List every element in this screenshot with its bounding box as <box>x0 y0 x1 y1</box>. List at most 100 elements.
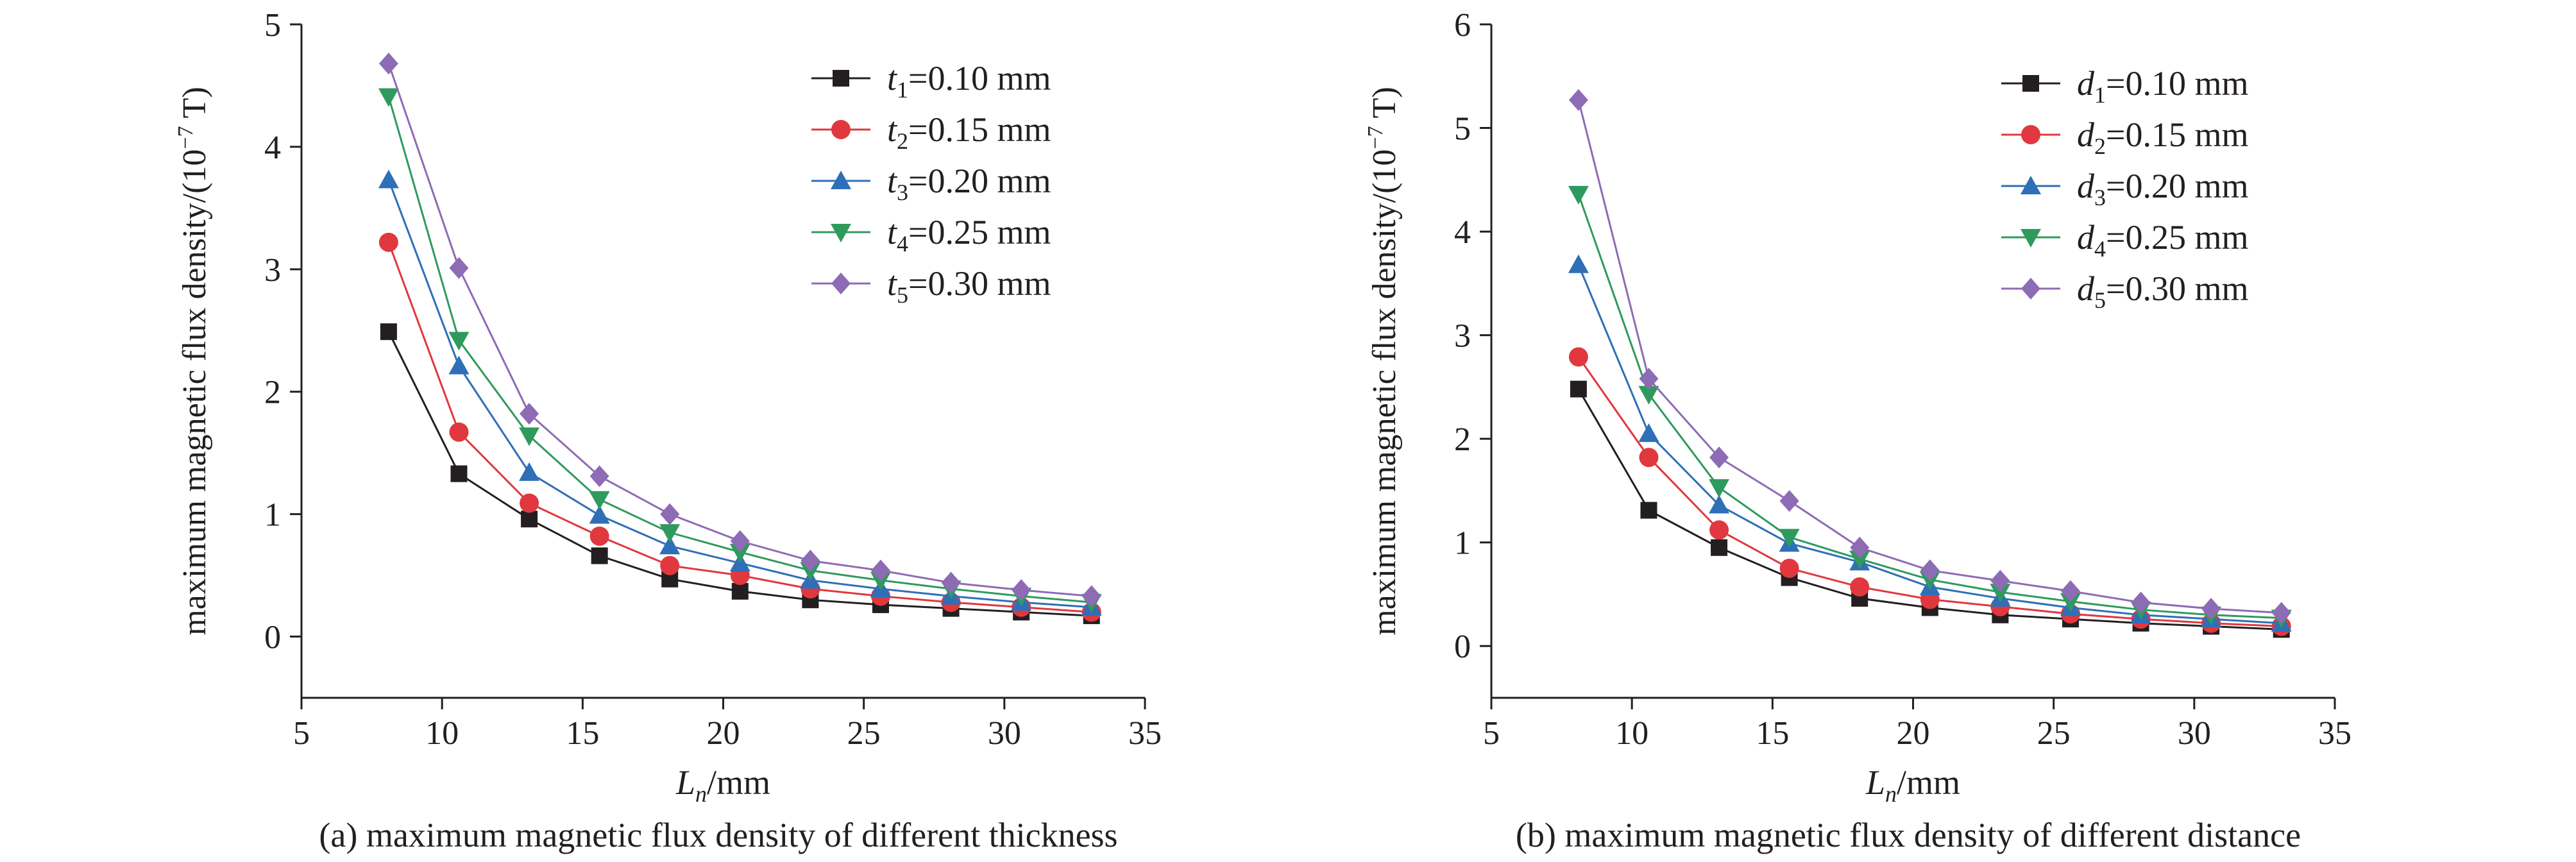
series-2-point <box>1779 559 1799 579</box>
figure-caption: (b) maximum magnetic flux density of dif… <box>1516 816 2301 854</box>
y-axis-label: maximum magnetic flux density/(10−7 T) <box>1364 87 1403 636</box>
series-4-point <box>1990 584 2011 603</box>
series-3-point <box>589 505 610 524</box>
legend-label: t2=0.15 mm <box>887 110 1051 154</box>
series-3-point <box>448 355 470 375</box>
legend-label-var: d <box>2077 115 2095 154</box>
series-5-point <box>1990 570 2010 592</box>
series-3-point <box>519 462 540 481</box>
x-axis-label-main: L <box>675 763 695 802</box>
series-3-point <box>1568 254 1589 273</box>
legend-swatch-marker <box>2021 125 2040 144</box>
series-5-point <box>1850 536 1870 559</box>
series-4-point <box>589 491 610 510</box>
y-axis-label-main: maximum magnetic flux density/(10 <box>176 149 213 636</box>
series-5-point <box>1779 490 1799 512</box>
legend-swatch-marker <box>831 273 851 294</box>
x-tick-label: 35 <box>1128 715 1162 752</box>
legend-label-rest: =0.30 mm <box>2106 269 2248 308</box>
series-4-line <box>1577 194 2282 620</box>
y-axis-label: maximum magnetic flux density/(10−7 T) <box>174 87 213 636</box>
legend-label-sub: 2 <box>897 128 908 154</box>
legend-label: t3=0.20 mm <box>887 162 1051 205</box>
figure-caption: (a) maximum magnetic flux density of dif… <box>319 816 1117 854</box>
series-4-point <box>1638 385 1659 405</box>
legend-label-rest: =0.15 mm <box>2106 115 2248 154</box>
y-tick-label: 5 <box>264 7 281 44</box>
x-axis-label-sub: n <box>695 781 707 807</box>
legend-label: d5=0.30 mm <box>2077 269 2248 313</box>
x-axis-label: Ln/mm <box>675 763 770 807</box>
legend-label: d2=0.15 mm <box>2077 115 2248 159</box>
series-5-point <box>801 550 820 572</box>
x-tick-label: 10 <box>425 715 459 752</box>
y-tick-label: 2 <box>264 375 281 411</box>
y-tick-label: 6 <box>1454 7 1471 44</box>
legend-label-var: t <box>887 264 898 303</box>
x-tick-label: 15 <box>1756 715 1789 752</box>
legend-swatch-marker <box>2021 229 2041 248</box>
series-3-point <box>378 169 399 189</box>
x-tick-label: 30 <box>2178 715 2211 752</box>
series-1-point <box>1711 539 1728 556</box>
legend-label-rest: =0.15 mm <box>908 110 1051 149</box>
x-tick-label: 25 <box>847 715 881 752</box>
series-5-point <box>1081 585 1101 607</box>
x-tick-label: 5 <box>1483 715 1500 752</box>
x-tick-label: 20 <box>707 715 740 752</box>
x-tick-label: 10 <box>1615 715 1648 752</box>
series-4-point <box>2060 593 2081 612</box>
x-tick-label: 20 <box>1897 715 1930 752</box>
series-1-point <box>521 511 538 528</box>
y-tick-label: 1 <box>264 497 281 534</box>
series-2-point <box>1850 577 1870 597</box>
legend-label-sub: 5 <box>2094 287 2106 313</box>
legend-swatch-marker <box>831 120 851 139</box>
legend-label-rest: =0.20 mm <box>2106 167 2248 205</box>
legend-label-sub: 2 <box>2094 133 2106 159</box>
legend-label: t4=0.25 mm <box>887 213 1051 257</box>
legend-label-sub: 3 <box>2094 185 2106 210</box>
x-axis-label-rest: /mm <box>1897 763 1960 802</box>
series-4-point <box>729 543 750 562</box>
series-1 <box>380 323 1100 625</box>
series-5-point <box>2060 580 2080 602</box>
x-axis-label-sub: n <box>1885 781 1897 807</box>
series-5-point <box>589 465 609 487</box>
legend-label-var: d <box>2077 167 2095 205</box>
y-axis-label-main: maximum magnetic flux density/(10 <box>1366 149 1403 636</box>
x-tick-label: 15 <box>566 715 599 752</box>
series-4-point <box>378 88 399 107</box>
x-tick-label: 25 <box>2037 715 2071 752</box>
series-2-point <box>1568 347 1588 367</box>
series-3-point <box>1709 494 1730 514</box>
series-2-point <box>378 232 398 252</box>
series-2-point <box>449 422 469 442</box>
series-4-point <box>1709 479 1730 498</box>
y-tick-label: 3 <box>264 252 281 289</box>
legend-label: d1=0.10 mm <box>2077 64 2248 108</box>
x-axis-label-rest: /mm <box>707 763 770 802</box>
x-tick-label: 35 <box>2318 715 2351 752</box>
series-3-point <box>1638 423 1659 443</box>
legend-swatch-marker <box>833 70 849 87</box>
series-5 <box>1568 89 2291 624</box>
legend-label: t1=0.10 mm <box>887 59 1051 103</box>
legend-label-rest: =0.10 mm <box>2106 64 2248 103</box>
series-2-point <box>660 555 680 575</box>
series-3-point <box>659 536 681 555</box>
series-5-point <box>1639 368 1659 390</box>
y-tick-label: 0 <box>1454 629 1471 665</box>
series-5-point <box>520 403 539 425</box>
legend-label-rest: =0.30 mm <box>908 264 1051 303</box>
legend-label-rest: =0.25 mm <box>908 213 1051 251</box>
legend-label-var: t <box>887 110 898 149</box>
legend-label-sub: 1 <box>2094 82 2106 108</box>
y-axis-label-exp: −7 <box>1364 126 1387 149</box>
series-4-point <box>659 524 681 543</box>
series-5-point <box>2131 591 2151 614</box>
legend-swatch-marker <box>2022 75 2039 92</box>
legend-label-sub: 1 <box>897 77 908 103</box>
